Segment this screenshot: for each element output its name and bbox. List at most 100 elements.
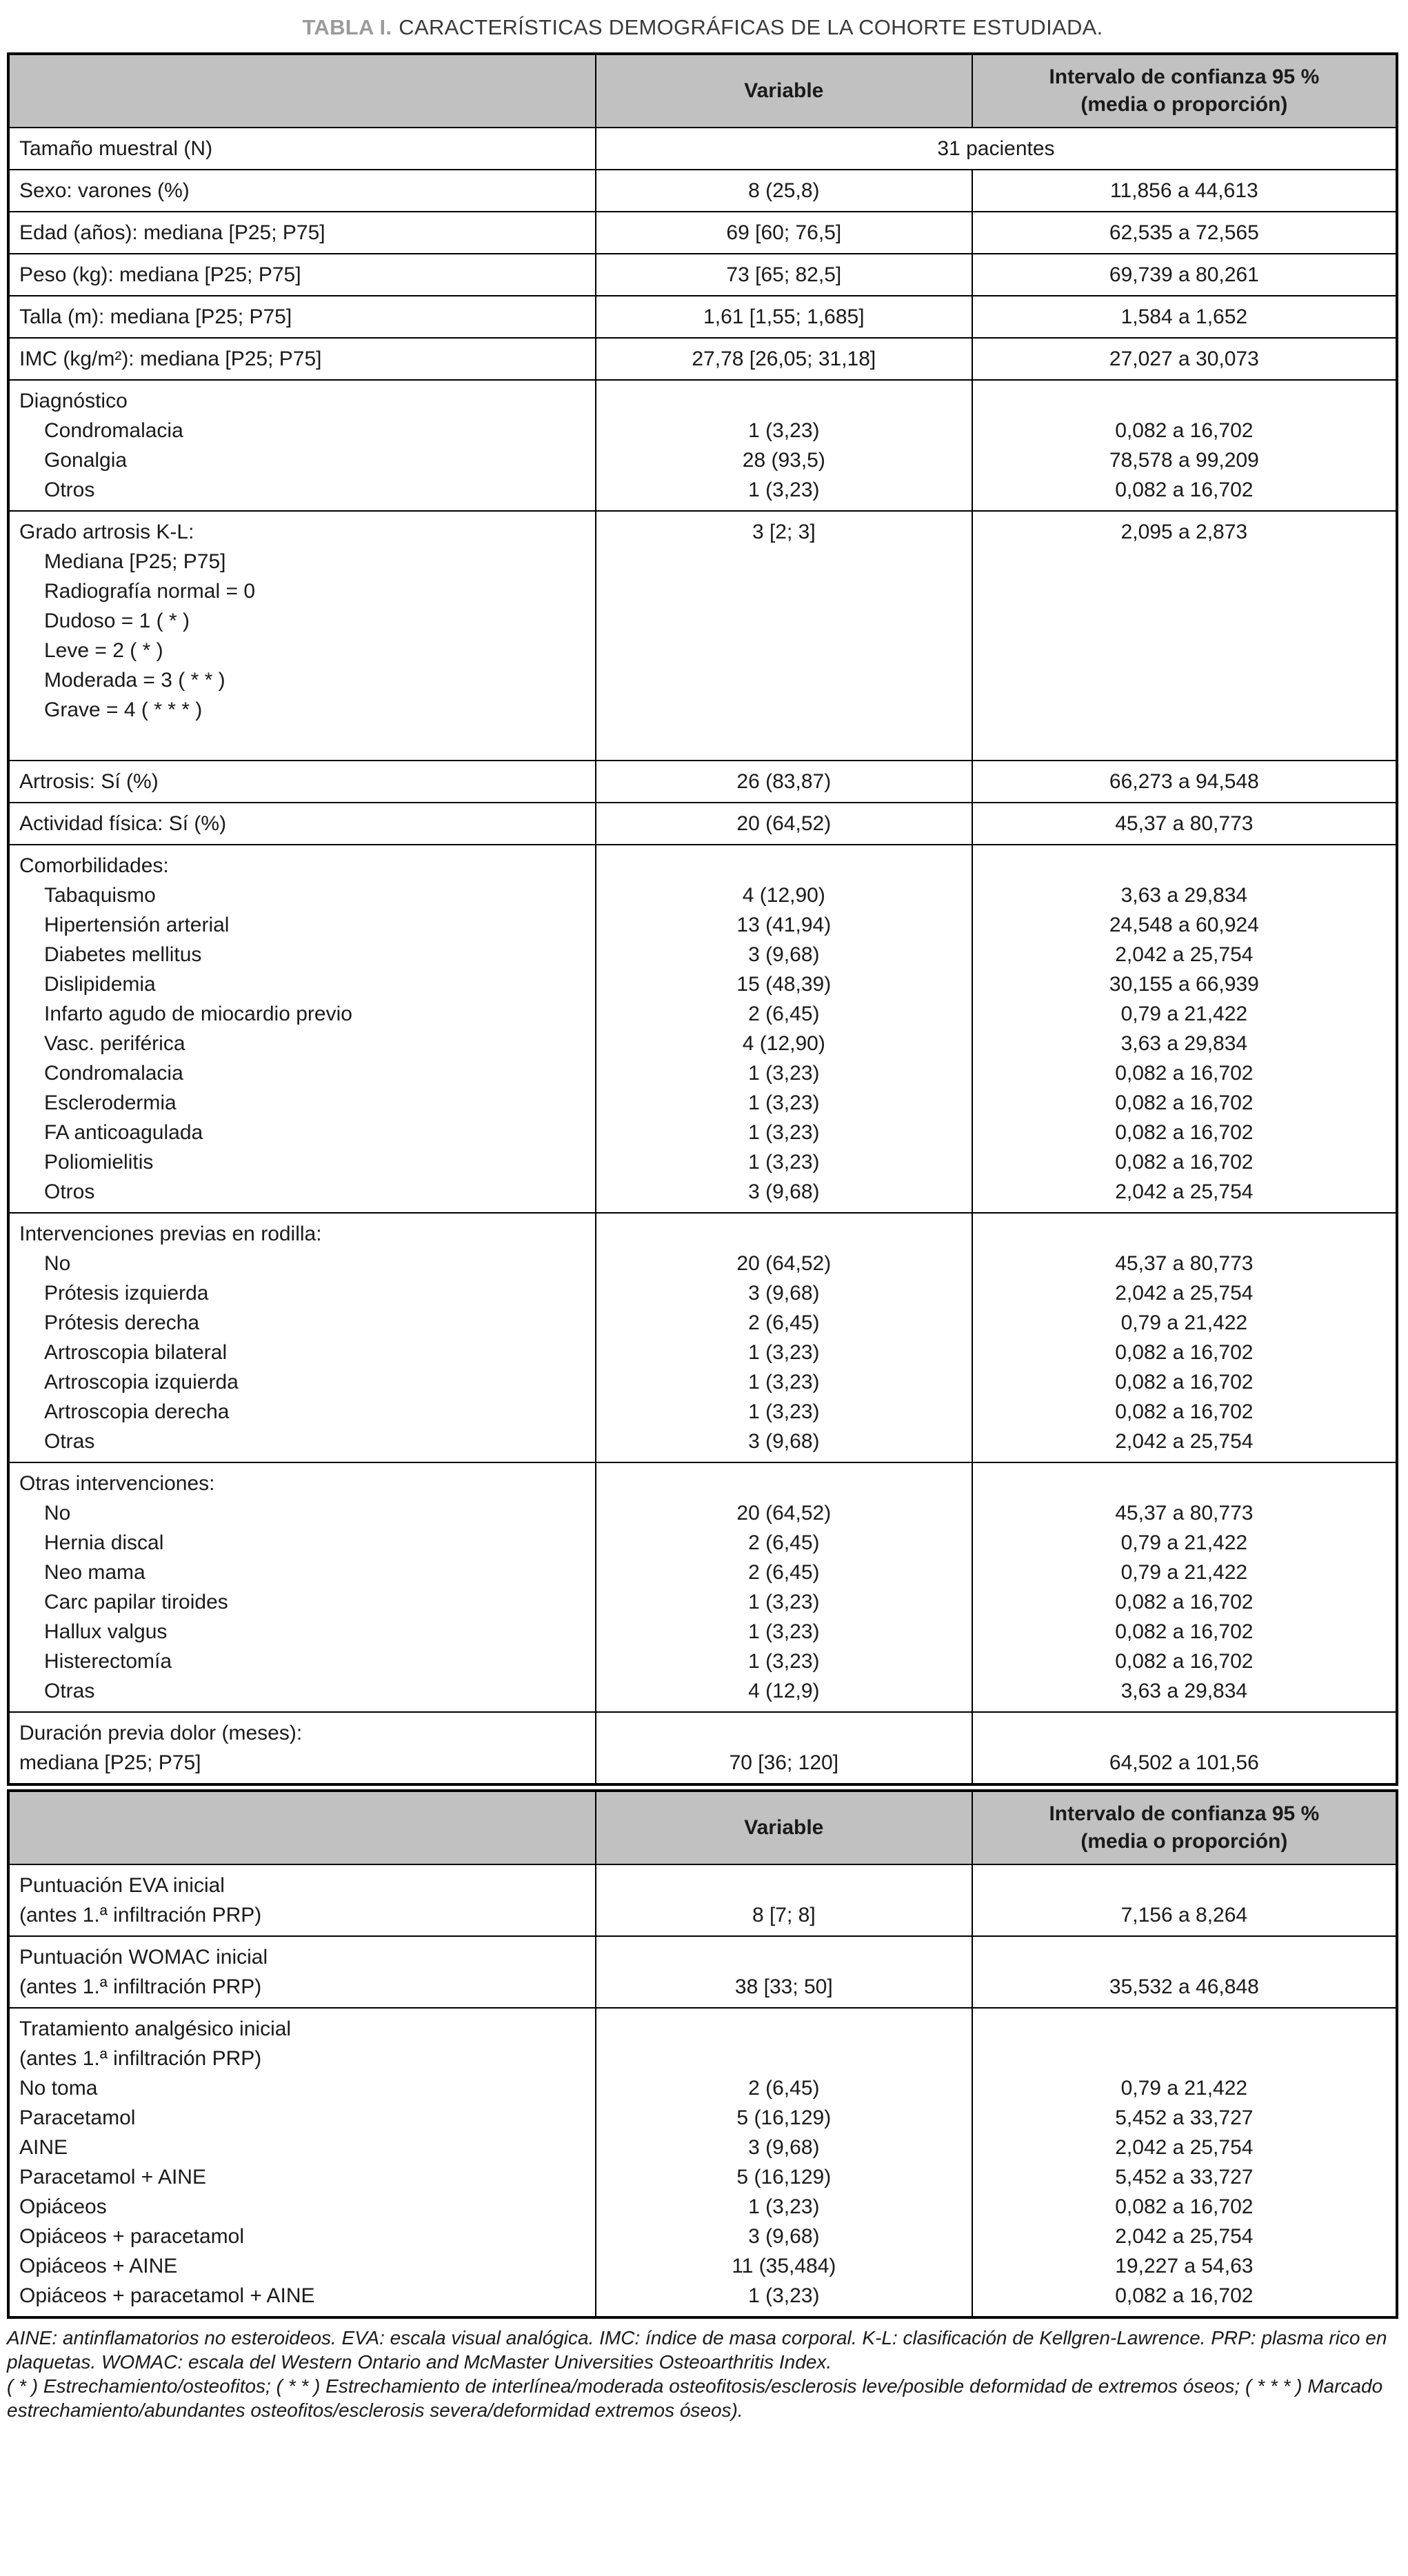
row-variable-line: 4 (12,90) (742, 1032, 825, 1055)
table-title: TABLA I. CARACTERÍSTICAS DEMOGRÁFICAS DE … (7, 14, 1398, 41)
row-label-line: Opiáceos (19, 2195, 107, 2218)
row-variable-line: 20 (64,52) (736, 1252, 832, 1275)
row-label-line: Histerectomía (44, 1650, 172, 1673)
row-ci-line: 69,739 a 80,261 (1109, 263, 1259, 286)
row-ci-line: 2,095 a 2,873 (1120, 521, 1248, 543)
row-label-line: Esclerodermia (44, 1091, 177, 1114)
row-variable-line (606, 547, 962, 576)
row-ci-line: 3,63 a 29,834 (1120, 1680, 1248, 1702)
row-label-line: Paracetamol (19, 2106, 136, 2129)
row-ci-line: 19,227 a 54,63 (1115, 2255, 1254, 2277)
row-variable-line: 11 (35,484) (732, 2255, 836, 2277)
footnote-grading-legend: ( * ) Estrechamiento/osteofitos; ( * * )… (7, 2375, 1383, 2421)
row-label-line: mediana [P25; P75] (19, 1751, 201, 1774)
row-label-cell: Grado artrosis K-L: Mediana [P25; P75] Rad… (8, 510, 596, 761)
row-variable-line (606, 695, 962, 725)
table-row: Talla (m): mediana [P25; P75] 1,61 [1,55;… (8, 295, 1398, 339)
row-label-line: Artrosis: Sí (%) (19, 770, 159, 793)
row-ci-line (983, 636, 1386, 665)
row-ci-line: 2,042 a 25,754 (1115, 2225, 1254, 2248)
row-ci-line: 5,452 a 33,727 (1115, 2166, 1254, 2188)
row-ci-line: 2,042 a 25,754 (1115, 1180, 1254, 1203)
header-confidence-interval-cell: Intervalo de confianza 95 % (media o prop… (971, 1790, 1398, 1865)
row-variable-cell: 4 (12,90) 13 (41,94) 3 (9,68) 15 (48,39) 2 (… (594, 844, 973, 1214)
row-ci-line (983, 606, 1386, 636)
table-header-row: Variable Intervalo de confianza 95 % (medi… (8, 1790, 1398, 1865)
row-ci-line (983, 695, 1386, 725)
row-variable-line: 1 (3,23) (748, 1400, 820, 1423)
row-confidence-interval-cell: 45,37 a 80,773 (971, 802, 1398, 845)
row-label-cell: IMC (kg/m²): mediana [P25; P75] (8, 337, 596, 381)
row-ci-line: 2,042 a 25,754 (1115, 1430, 1254, 1453)
row-label-line: Prótesis derecha (44, 1311, 200, 1334)
row-ci-line: 11,856 a 44,613 (1110, 179, 1258, 202)
row-variable-cell: 8 [7; 8] (594, 1864, 973, 1937)
row-label-line: Sexo: varones (%) (19, 179, 190, 202)
row-variable-line (606, 1942, 962, 1972)
row-ci-line (983, 725, 1386, 754)
row-ci-line: 7,156 a 8,264 (1120, 1904, 1248, 1926)
row-variable-cell: 70 [36; 120] (594, 1711, 973, 1785)
row-ci-line (983, 576, 1386, 606)
row-variable-line (606, 636, 962, 665)
row-label-line: Duración previa dolor (meses): (19, 1722, 303, 1744)
footnote-abbreviations: AINE: antinflamatorios no esteroideos. E… (7, 2327, 1387, 2373)
row-variable-line: 3 (9,68) (748, 2136, 820, 2159)
table-row: Comorbilidades: Tabaquismo Hipertensión ar… (8, 844, 1398, 1214)
row-label-line: Opiáceos + paracetamol + AINE (19, 2284, 315, 2307)
row-variable-line: 73 [65; 82,5] (726, 263, 842, 286)
table-row: Artrosis: Sí (%) 26 (83,87) 66,273 a 94,54… (8, 760, 1398, 803)
row-label-cell: Edad (años): mediana [P25; P75] (8, 211, 596, 254)
row-ci-line: 45,37 a 80,773 (1115, 1252, 1254, 1275)
header-variable-cell: Variable (594, 1790, 973, 1865)
row-confidence-interval-cell: 35,532 a 46,848 (971, 1935, 1398, 2009)
row-label-cell: Comorbilidades: Tabaquismo Hipertensión ar… (8, 844, 596, 1214)
row-ci-line: 2,042 a 25,754 (1115, 2136, 1254, 2159)
table-row: Peso (kg): mediana [P25; P75] 73 [65; 82,… (8, 253, 1398, 296)
row-label-cell: Intervenciones previas en rodilla: No Prót… (8, 1212, 596, 1463)
row-label-line: Radiografía normal = 0 (44, 580, 256, 603)
row-label-cell: Artrosis: Sí (%) (8, 760, 596, 803)
row-ci-line: 0,082 a 16,702 (1115, 1091, 1254, 1114)
row-label-line: Hipertensión arterial (44, 914, 230, 936)
row-variable-line: 70 [36; 120] (729, 1751, 839, 1774)
table-title-text: CARACTERÍSTICAS DEMOGRÁFICAS DE LA COHOR… (399, 15, 1103, 39)
row-ci-line: 0,79 a 21,422 (1120, 2077, 1248, 2100)
row-variable-line: 1 (3,23) (748, 1062, 820, 1085)
row-label: Tamaño muestral (N) (19, 137, 213, 160)
row-label-line: Paracetamol + AINE (19, 2166, 206, 2188)
row-variable-line: 1 (3,23) (748, 2284, 820, 2307)
row-label-line: Peso (kg): mediana [P25; P75] (19, 263, 301, 286)
row-variable-line: 1 (3,23) (748, 1371, 820, 1393)
row-label-line: Otras intervenciones: (19, 1472, 215, 1495)
row-label-line: Artroscopia izquierda (44, 1371, 239, 1393)
row-variable-cell: 20 (64,52) 2 (6,45) 2 (6,45) 1 (3,23) 1 (3,2… (594, 1462, 973, 1713)
row-ci-line: 35,532 a 46,848 (1109, 1975, 1259, 1998)
row-label-line: Diagnóstico (19, 390, 128, 412)
row-ci-line: 0,79 a 21,422 (1120, 1003, 1248, 1025)
row-confidence-interval-cell: 64,502 a 101,56 (971, 1711, 1398, 1785)
row-ci-line: 0,082 a 16,702 (1115, 1062, 1254, 1085)
row-label-line: Neo mama (44, 1561, 145, 1584)
row-variable-line: 27,78 [26,05; 31,18] (692, 348, 876, 370)
header-ci-line: Intervalo de confianza 95 % (1049, 66, 1320, 88)
table-row: Edad (años): mediana [P25; P75] 69 [60; 7… (8, 211, 1398, 254)
row-variable-line: 8 (25,8) (748, 179, 820, 202)
row-ci-line: 24,548 a 60,924 (1109, 914, 1259, 936)
row-variable-line: 3 (9,68) (748, 1180, 820, 1203)
row-ci-line: 0,082 a 16,702 (1115, 1371, 1254, 1393)
row-variable-line: 3 (9,68) (748, 1430, 820, 1453)
row-label-line: No (44, 1502, 71, 1525)
row-variable-line: 26 (83,87) (736, 770, 832, 793)
row-label-line: (antes 1.ª infiltración PRP) (19, 1904, 262, 1926)
header-empty-cell (8, 53, 596, 128)
row-ci-line: 0,79 a 21,422 (1120, 1531, 1248, 1554)
row-variable-line: 1 (3,23) (748, 419, 820, 442)
row-variable-line: 1 (3,23) (748, 1121, 820, 1144)
table-row: Puntuación WOMAC inicial (antes 1.ª infil… (8, 1935, 1398, 2009)
row-ci-line: 3,63 a 29,834 (1120, 884, 1248, 907)
row-label-line: Diabetes mellitus (44, 943, 202, 966)
row-confidence-interval-cell: 0,082 a 16,702 78,578 a 99,209 0,082 a 16,… (971, 379, 1398, 512)
row-label-line: Opiáceos + AINE (19, 2255, 178, 2277)
row-variable-cell: 1,61 [1,55; 1,685] (594, 295, 973, 339)
